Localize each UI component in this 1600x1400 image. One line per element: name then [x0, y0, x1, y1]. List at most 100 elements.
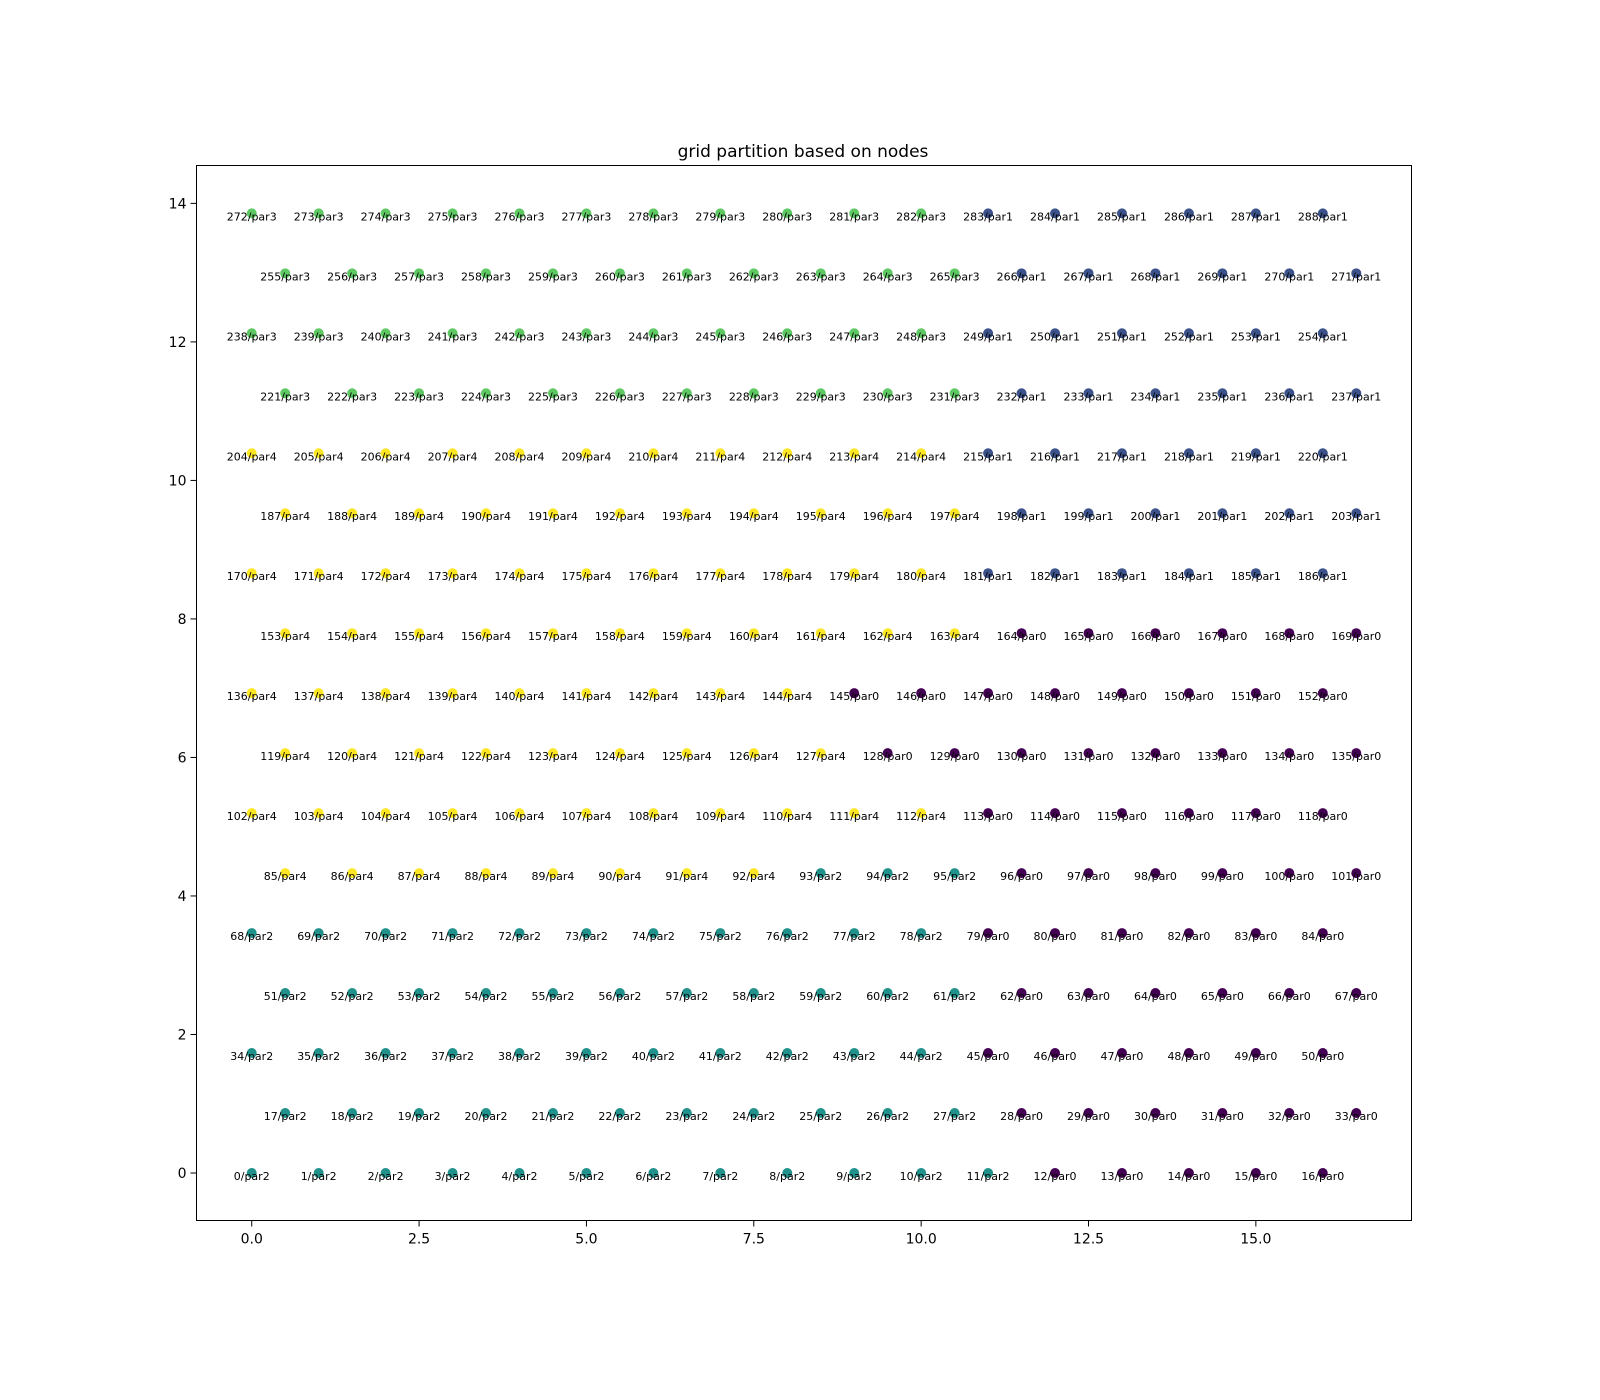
scatter-point — [849, 928, 860, 939]
point-label: 199/par1 — [1064, 510, 1114, 523]
scatter-point — [1183, 328, 1194, 339]
point-label: 72/par2 — [498, 930, 541, 943]
scatter-point — [514, 208, 525, 219]
point-label: 285/par1 — [1097, 210, 1147, 223]
point-label: 218/par1 — [1164, 450, 1214, 463]
point-label: 274/par3 — [361, 210, 411, 223]
scatter-point — [1016, 868, 1027, 879]
point-label: 14/par0 — [1167, 1170, 1210, 1183]
scatter-point — [815, 988, 826, 999]
point-label: 16/par0 — [1301, 1170, 1344, 1183]
scatter-point — [983, 1048, 994, 1059]
scatter-point — [313, 208, 324, 219]
scatter-point — [581, 928, 592, 939]
scatter-point — [414, 748, 425, 759]
scatter-point — [1351, 868, 1362, 879]
scatter-point — [614, 868, 625, 879]
scatter-point — [1284, 388, 1295, 399]
point-label: 264/par3 — [863, 270, 913, 283]
point-label: 142/par4 — [628, 690, 678, 703]
point-label: 43/par2 — [833, 1050, 876, 1063]
point-label: 103/par4 — [294, 810, 344, 823]
point-label: 91/par4 — [665, 870, 708, 883]
point-label: 160/par4 — [729, 630, 779, 643]
point-label: 94/par2 — [866, 870, 909, 883]
scatter-point — [782, 1048, 793, 1059]
point-label: 240/par3 — [361, 330, 411, 343]
scatter-point — [246, 568, 257, 579]
scatter-point — [1317, 208, 1328, 219]
scatter-point — [748, 268, 759, 279]
point-label: 203/par1 — [1331, 510, 1381, 523]
point-label: 269/par1 — [1197, 270, 1247, 283]
scatter-point — [1217, 388, 1228, 399]
scatter-point — [481, 508, 492, 519]
point-label: 29/par0 — [1067, 1110, 1110, 1123]
point-label: 110/par4 — [762, 810, 812, 823]
point-label: 20/par2 — [465, 1110, 508, 1123]
scatter-point — [648, 208, 659, 219]
point-label: 35/par2 — [297, 1050, 340, 1063]
point-label: 149/par0 — [1097, 690, 1147, 703]
point-label: 34/par2 — [230, 1050, 273, 1063]
point-label: 75/par2 — [699, 930, 742, 943]
point-label: 116/par0 — [1164, 810, 1214, 823]
scatter-point — [380, 808, 391, 819]
scatter-point — [983, 328, 994, 339]
point-label: 239/par3 — [294, 330, 344, 343]
point-label: 215/par1 — [963, 450, 1013, 463]
point-label: 168/par0 — [1264, 630, 1314, 643]
point-label: 44/par2 — [900, 1050, 943, 1063]
scatter-point — [547, 1108, 558, 1119]
point-label: 88/par4 — [465, 870, 508, 883]
point-label: 286/par1 — [1164, 210, 1214, 223]
x-axis: 0.0 2.5 5.0 7.5 10.0 12.5 15.0 — [241, 1220, 1271, 1248]
scatter-point — [849, 568, 860, 579]
scatter-point — [1250, 688, 1261, 699]
scatter-point — [1116, 808, 1127, 819]
point-label: 280/par3 — [762, 210, 812, 223]
scatter-point — [1016, 508, 1027, 519]
point-label: 13/par0 — [1100, 1170, 1143, 1183]
scatter-point — [414, 628, 425, 639]
point-label: 0/par2 — [234, 1170, 270, 1183]
point-label: 138/par4 — [361, 690, 411, 703]
point-label: 3/par2 — [435, 1170, 471, 1183]
scatter-point — [447, 1048, 458, 1059]
point-label: 85/par4 — [264, 870, 307, 883]
point-label: 225/par3 — [528, 390, 578, 403]
point-label: 133/par0 — [1197, 750, 1247, 763]
scatter-point — [681, 748, 692, 759]
scatter-point — [949, 508, 960, 519]
y-tick-label: 0 — [178, 1166, 187, 1182]
scatter-point — [514, 688, 525, 699]
point-label: 39/par2 — [565, 1050, 608, 1063]
point-label: 288/par1 — [1298, 210, 1348, 223]
scatter-point — [514, 1167, 525, 1178]
point-label: 257/par3 — [394, 270, 444, 283]
scatter-point — [1217, 868, 1228, 879]
scatter-point — [815, 508, 826, 519]
scatter-point — [414, 508, 425, 519]
scatter-point — [949, 628, 960, 639]
point-label: 208/par4 — [495, 450, 545, 463]
scatter-point — [581, 688, 592, 699]
scatter-point — [849, 208, 860, 219]
scatter-point — [1351, 1108, 1362, 1119]
scatter-point — [815, 1108, 826, 1119]
point-label: 100/par0 — [1264, 870, 1314, 883]
y-axis: 0 2 4 6 8 10 12 14 — [169, 196, 197, 1182]
point-label: 92/par4 — [732, 870, 775, 883]
point-label: 46/par0 — [1034, 1050, 1077, 1063]
point-label: 260/par3 — [595, 270, 645, 283]
point-label: 250/par1 — [1030, 330, 1080, 343]
point-label: 272/par3 — [227, 210, 277, 223]
x-tick-label: 12.5 — [1073, 1232, 1104, 1248]
point-label: 152/par0 — [1298, 690, 1348, 703]
point-label: 137/par4 — [294, 690, 344, 703]
scatter-point — [882, 988, 893, 999]
y-tick-label: 12 — [169, 335, 187, 351]
point-label: 226/par3 — [595, 390, 645, 403]
scatter-point — [849, 808, 860, 819]
point-label: 17/par2 — [264, 1110, 307, 1123]
